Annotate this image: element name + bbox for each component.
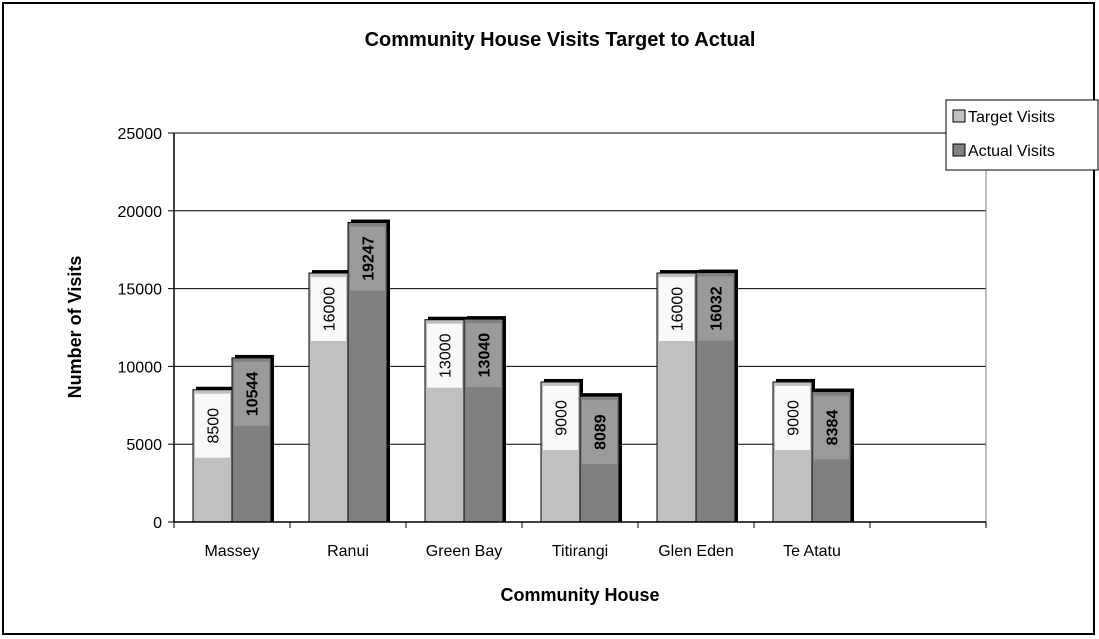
x-tick-label: Ranui [327,543,369,560]
data-label: 8500 [206,408,223,444]
data-label: 16000 [322,287,339,332]
legend-label: Actual Visits [968,143,1055,160]
data-label-box [775,385,810,450]
data-label: 19247 [361,236,378,281]
data-label-box [350,226,385,291]
data-label: 13000 [438,333,455,378]
data-label-box [234,361,269,426]
legend-swatch [952,109,966,123]
x-tick-label: Green Bay [426,543,502,560]
data-label-box [543,385,578,450]
data-label-box [466,323,501,388]
data-label: 10544 [245,372,262,417]
x-tick-label: Massey [204,543,259,560]
data-label-box [427,323,462,388]
data-label: 8089 [593,414,610,450]
data-label: 9000 [554,400,571,436]
data-label-box [659,277,694,342]
chart-title: Community House Visits Target to Actual [365,29,756,51]
data-label-box [195,393,230,458]
x-tick-label: Te Atatu [783,543,841,560]
y-tick-label: 15000 [118,282,163,299]
data-label: 9000 [786,400,803,436]
data-label: 13040 [477,333,494,378]
data-label: 16032 [709,286,726,331]
x-tick-label: Titirangi [552,543,608,560]
legend-label: Target Visits [968,109,1055,126]
y-tick-label: 20000 [118,204,163,221]
legend: Target Visits Actual Visits [945,99,1099,171]
y-tick-label: 5000 [126,437,162,454]
legend-swatch [952,143,966,157]
data-label-box [814,395,849,460]
legend-box [945,99,1099,171]
y-tick-label: 0 [153,515,162,532]
bars: 8500 10544 16000 19247 13000 13040 9000 8089 160… [192,219,854,523]
data-label: 8384 [825,410,842,446]
data-label-box [582,400,617,465]
y-tick-label: 25000 [118,126,163,143]
x-tick-label: Glen Eden [658,543,734,560]
y-tick-label: 10000 [118,359,163,376]
x-axis-label: Community House [500,585,659,605]
data-label-box [311,277,346,342]
axes: 0 5000 10000 15000 20000 25000 Massey Ranui Gree… [118,126,987,560]
y-axis-label: Number of Visits [65,256,85,399]
data-label: 16000 [670,287,687,332]
data-label-box [698,276,733,341]
